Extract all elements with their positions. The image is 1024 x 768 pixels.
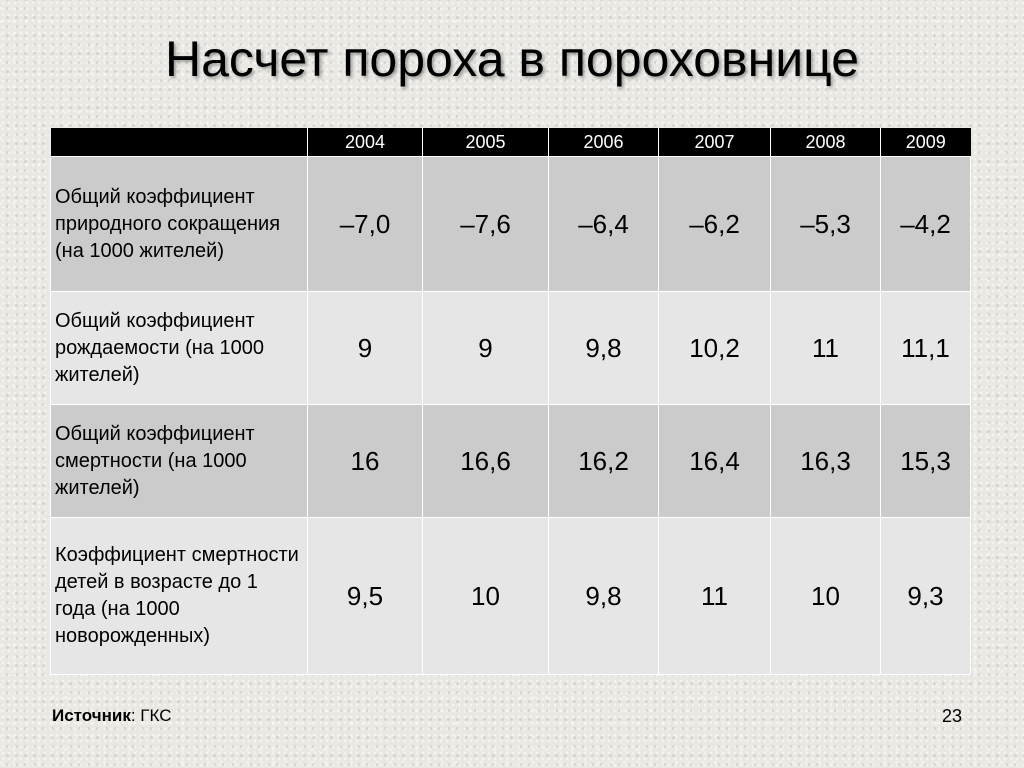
table-cell: 16,4	[658, 404, 771, 518]
table-header-row: 2004 2005 2006 2007 2008 2009	[50, 128, 971, 157]
table-cell: 9,5	[307, 517, 423, 675]
table-cell: 10	[422, 517, 549, 675]
row-label: Общий коэффициент природного сокращения …	[50, 156, 308, 292]
table-cell: 16	[307, 404, 423, 518]
table-cell: –6,2	[658, 156, 771, 292]
source-separator: :	[130, 706, 141, 725]
table-cell: 16,2	[548, 404, 659, 518]
year-header: 2008	[770, 128, 881, 157]
table-cell: –4,2	[880, 156, 971, 292]
year-header: 2005	[422, 128, 549, 157]
table-cell: –6,4	[548, 156, 659, 292]
source-value: ГКС	[140, 706, 172, 725]
year-header: 2009	[880, 128, 971, 157]
table-cell: –7,6	[422, 156, 549, 292]
table-cell: 9,3	[880, 517, 971, 675]
table-row: Общий коэффициент природного сокращения …	[50, 156, 971, 292]
table-cell: –7,0	[307, 156, 423, 292]
table-cell: 11	[770, 291, 881, 405]
year-header: 2007	[658, 128, 771, 157]
row-label: Общий коэффициент рождаемости (на 1000 ж…	[50, 291, 308, 405]
year-header: 2004	[307, 128, 423, 157]
table-cell: 9,8	[548, 517, 659, 675]
table-cell: 9	[422, 291, 549, 405]
row-label: Коэффициент смертности детей в возрасте …	[50, 517, 308, 675]
table-row: Общий коэффициент смертности (на 1000 жи…	[50, 404, 971, 518]
table-cell: 11	[658, 517, 771, 675]
table-cell: 11,1	[880, 291, 971, 405]
table-cell: 16,6	[422, 404, 549, 518]
page-number: 23	[941, 706, 962, 726]
table-cell: 16,3	[770, 404, 881, 518]
row-label: Общий коэффициент смертности (на 1000 жи…	[50, 404, 308, 518]
table-cell: 15,3	[880, 404, 971, 518]
source-label: Источник	[52, 706, 131, 725]
table-cell: –5,3	[770, 156, 881, 292]
year-header: 2006	[548, 128, 659, 157]
table-cell: 9	[307, 291, 423, 405]
header-corner-cell	[50, 128, 308, 157]
table-cell: 9,8	[548, 291, 659, 405]
table-cell: 10,2	[658, 291, 771, 405]
source-note: Источник: ГКС	[52, 706, 172, 726]
table-cell: 10	[770, 517, 881, 675]
statistics-table: 2004 2005 2006 2007 2008 2009 Общий коэф…	[50, 128, 971, 675]
table-row: Коэффициент смертности детей в возрасте …	[50, 517, 971, 675]
slide-title: Насчет пороха в пороховнице	[164, 31, 860, 87]
table-row: Общий коэффициент рождаемости (на 1000 ж…	[50, 291, 971, 405]
